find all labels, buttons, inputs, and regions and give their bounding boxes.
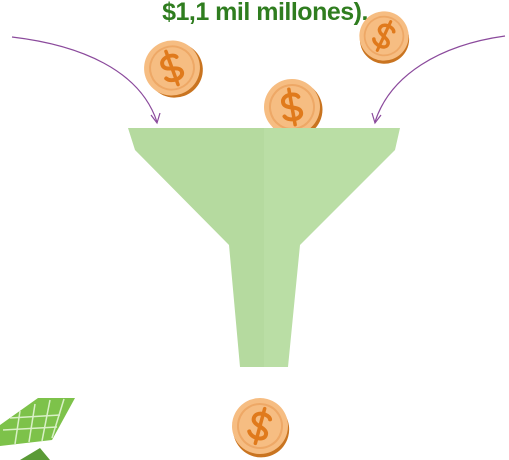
headline: $1,1 mil millones). (162, 0, 368, 26)
solar-panel (0, 398, 75, 460)
left-arrow (12, 37, 160, 123)
coin (225, 392, 296, 460)
coin (136, 32, 210, 106)
page: {"header": {"text": "$1,1 mil millones).… (0, 0, 509, 460)
funnel (128, 128, 400, 367)
illustration: $1,1 mil millones). (0, 0, 509, 460)
